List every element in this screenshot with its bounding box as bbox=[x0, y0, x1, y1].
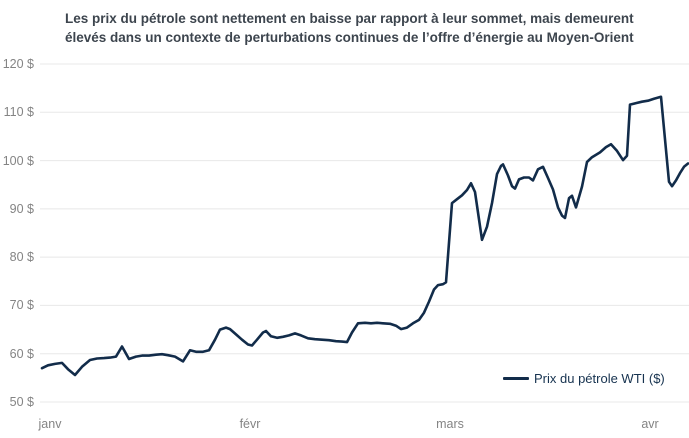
chart-title-line2: élevés dans un contexte de perturbations… bbox=[65, 30, 634, 45]
chart-title: Les prix du pétrole sont nettement en ba… bbox=[65, 9, 634, 47]
legend-label: Prix du pétrole WTI ($) bbox=[534, 370, 665, 386]
wti-price-line bbox=[40, 95, 689, 377]
legend-line-swatch bbox=[503, 376, 529, 380]
legend: Prix du pétrole WTI ($) bbox=[503, 370, 665, 386]
chart-title-line1: Les prix du pétrole sont nettement en ba… bbox=[65, 11, 634, 26]
